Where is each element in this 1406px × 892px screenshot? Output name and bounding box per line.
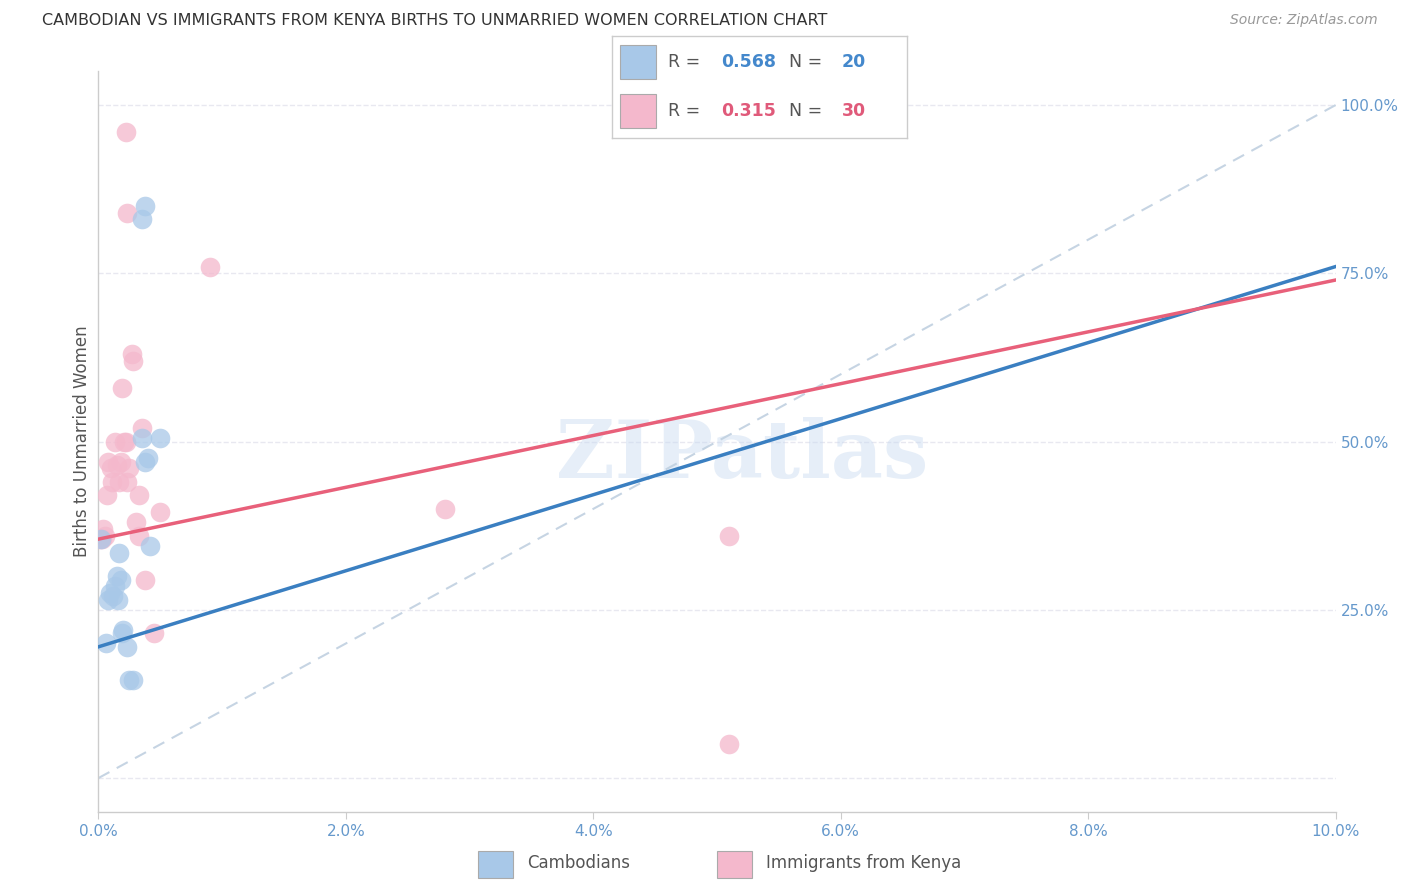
- Point: [111, 381, 134, 395]
- Point: [139, 539, 162, 553]
- Point: [96, 488, 118, 502]
- Point: [97, 592, 120, 607]
- Point: [149, 505, 172, 519]
- Point: [118, 461, 141, 475]
- Text: ZIPatlas: ZIPatlas: [555, 417, 928, 495]
- Bar: [478, 851, 513, 878]
- Point: [103, 434, 125, 449]
- Text: 0.315: 0.315: [721, 102, 776, 120]
- Point: [131, 212, 153, 227]
- Point: [143, 626, 166, 640]
- Point: [149, 431, 172, 445]
- Text: R =: R =: [668, 102, 700, 120]
- Point: [114, 434, 136, 449]
- Point: [112, 434, 135, 449]
- Point: [105, 569, 128, 583]
- Point: [105, 458, 128, 472]
- Point: [89, 532, 111, 546]
- Point: [433, 501, 456, 516]
- Bar: [717, 851, 752, 878]
- Point: [97, 455, 120, 469]
- Point: [128, 529, 150, 543]
- Point: [121, 347, 143, 361]
- Point: [134, 455, 156, 469]
- Text: 0.568: 0.568: [721, 53, 776, 70]
- Text: Cambodians: Cambodians: [527, 854, 630, 872]
- Text: 20: 20: [842, 53, 866, 70]
- Point: [118, 673, 141, 688]
- Point: [90, 532, 112, 546]
- Point: [94, 636, 117, 650]
- Text: CAMBODIAN VS IMMIGRANTS FROM KENYA BIRTHS TO UNMARRIED WOMEN CORRELATION CHART: CAMBODIAN VS IMMIGRANTS FROM KENYA BIRTH…: [42, 13, 828, 29]
- Point: [110, 573, 132, 587]
- Point: [134, 199, 156, 213]
- Point: [718, 738, 741, 752]
- Point: [91, 532, 114, 546]
- Point: [103, 590, 125, 604]
- Text: 30: 30: [842, 102, 866, 120]
- Point: [115, 475, 138, 489]
- Point: [107, 592, 129, 607]
- Text: Immigrants from Kenya: Immigrants from Kenya: [766, 854, 962, 872]
- Point: [718, 529, 741, 543]
- Bar: [620, 45, 655, 78]
- Point: [108, 475, 131, 489]
- Point: [100, 461, 122, 475]
- Point: [114, 125, 136, 139]
- Point: [198, 260, 221, 274]
- Y-axis label: Births to Unmarried Women: Births to Unmarried Women: [73, 326, 91, 558]
- Point: [131, 431, 153, 445]
- Point: [112, 623, 135, 637]
- Point: [111, 626, 134, 640]
- Point: [98, 586, 121, 600]
- Point: [101, 475, 124, 489]
- Point: [128, 488, 150, 502]
- Point: [122, 673, 145, 688]
- Text: N =: N =: [789, 102, 823, 120]
- Point: [108, 545, 131, 560]
- Text: Source: ZipAtlas.com: Source: ZipAtlas.com: [1230, 13, 1378, 28]
- Point: [115, 205, 138, 219]
- Point: [93, 529, 115, 543]
- Text: N =: N =: [789, 53, 823, 70]
- Point: [124, 516, 146, 530]
- Point: [136, 451, 159, 466]
- Point: [122, 353, 145, 368]
- Point: [93, 522, 115, 536]
- Point: [131, 421, 153, 435]
- Point: [110, 455, 132, 469]
- Bar: [620, 95, 655, 128]
- Point: [115, 640, 138, 654]
- Point: [103, 579, 125, 593]
- Text: R =: R =: [668, 53, 700, 70]
- Point: [134, 573, 156, 587]
